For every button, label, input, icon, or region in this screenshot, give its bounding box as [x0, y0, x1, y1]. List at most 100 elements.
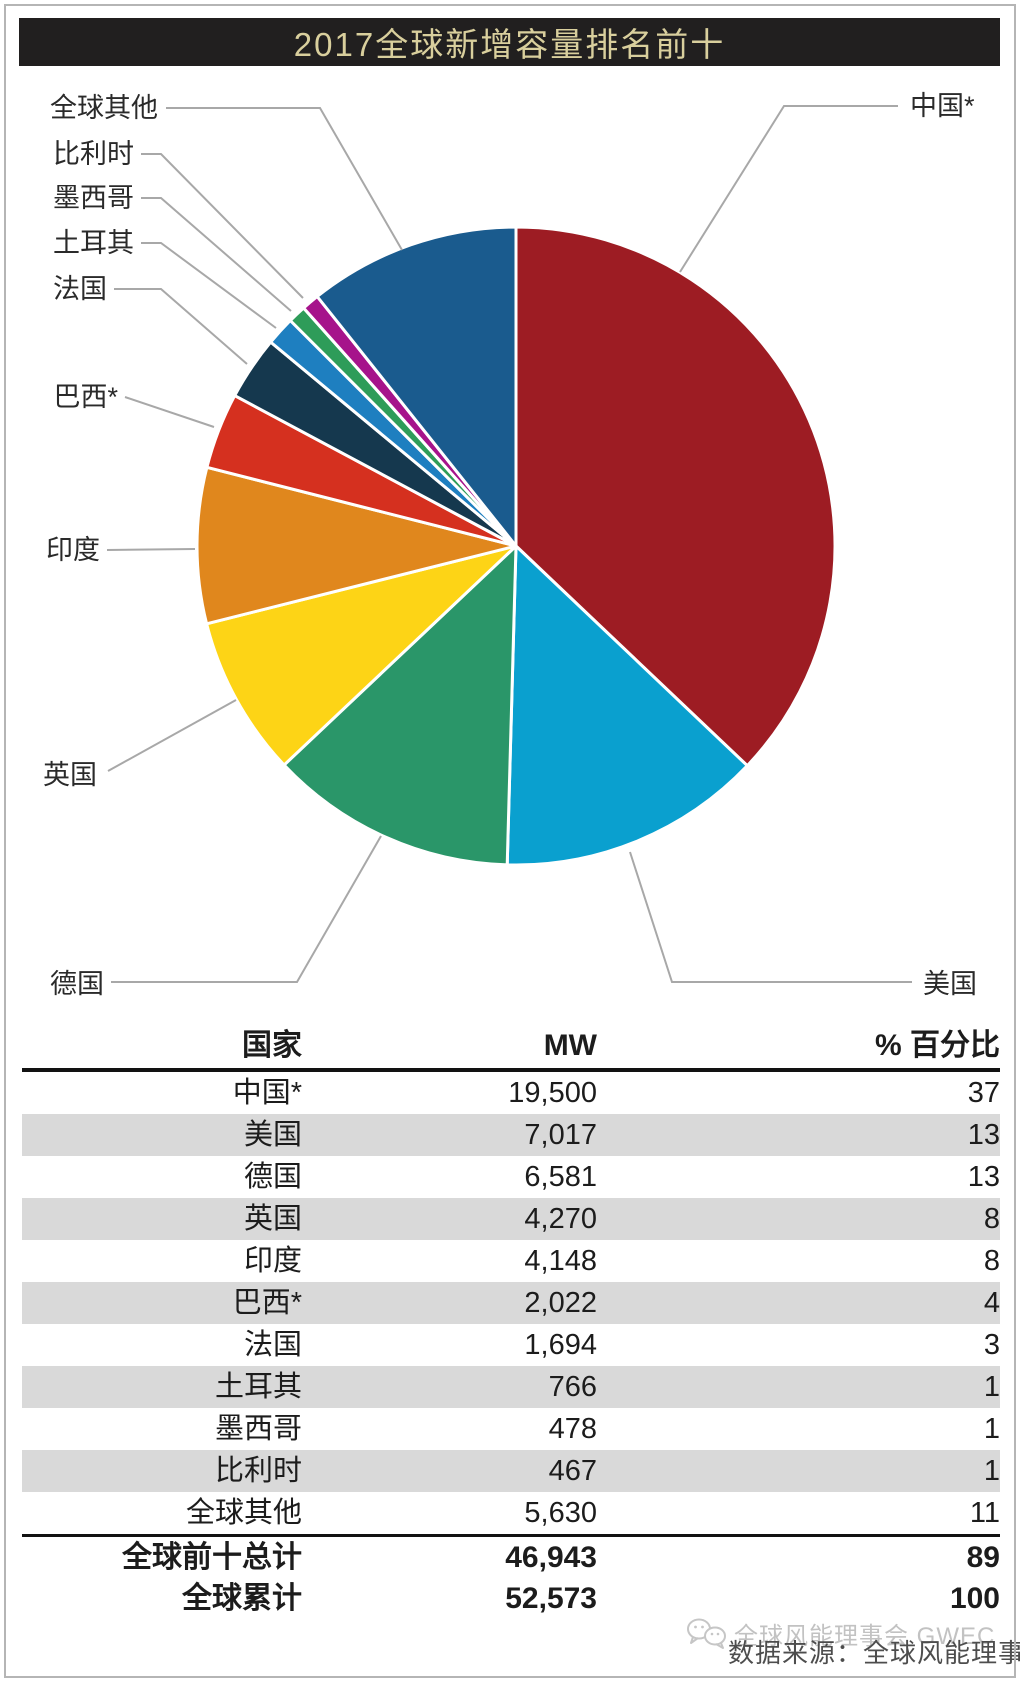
pie-leader-lines — [106, 105, 912, 983]
cell-country: 全球其他 — [185, 1497, 302, 1529]
cell-percent: 1 — [983, 1413, 1000, 1445]
leader-line-9 — [111, 835, 382, 983]
data-table: 国家 MW % 百分比 中国* 19,500 37 美国 7,017 13 德国 6,581 1… — [22, 1024, 1000, 1619]
pie-label: 中国* — [910, 91, 975, 121]
cell-mw: 5,630 — [524, 1497, 597, 1529]
cell-total-percent: 89 — [966, 1541, 1000, 1574]
pie-slice-4 — [205, 544, 518, 767]
pie-label: 土耳其 — [53, 228, 134, 258]
cell-country: 法国 — [243, 1329, 302, 1361]
pie-slices — [195, 225, 837, 867]
chart-title: 2017全球新增容量排名前十 — [293, 26, 726, 63]
watermark: 全球风能理事会 GWEC — [686, 1616, 995, 1651]
cell-country: 墨西哥 — [214, 1413, 302, 1445]
pie-slice-1 — [514, 225, 837, 768]
pie-label: 巴西* — [53, 382, 118, 412]
pie-label: 比利时 — [53, 139, 134, 169]
cell-country: 比利时 — [214, 1455, 302, 1487]
cell-mw: 467 — [548, 1455, 597, 1487]
leader-line-5 — [114, 288, 248, 365]
cell-total-label: 全球累计 — [182, 1582, 302, 1615]
table-header-mw: MW — [543, 1029, 597, 1062]
cell-percent: 37 — [967, 1077, 1000, 1109]
table-row: 德国 6,581 13 — [22, 1156, 1000, 1198]
table-row: 中国* 19,500 37 — [22, 1072, 1000, 1114]
table-row: 全球其他 5,630 11 — [22, 1492, 1000, 1534]
cell-mw: 4,270 — [524, 1203, 597, 1235]
wechat-logo-icon — [687, 1618, 726, 1649]
leader-line-1 — [166, 107, 403, 251]
cell-mw: 4,148 — [524, 1245, 597, 1277]
table-row: 印度 4,148 8 — [22, 1240, 1000, 1282]
table-header-rule — [22, 1068, 1000, 1072]
leader-line-6 — [124, 396, 215, 428]
leader-line-7 — [106, 548, 196, 551]
table-row: 巴西* 2,022 4 — [22, 1282, 1000, 1324]
cell-percent: 1 — [983, 1371, 1000, 1403]
cell-percent: 3 — [983, 1329, 1000, 1361]
pie-label: 法国 — [53, 274, 107, 304]
table-body: 中国* 19,500 37 美国 7,017 13 德国 6,581 13 英国 4,270 8 印度 4… — [22, 1072, 1000, 1534]
leader-line-4 — [141, 242, 277, 329]
cell-percent: 8 — [983, 1203, 1000, 1235]
leader-line-8 — [107, 699, 237, 772]
table-row: 全球累计 52,573 100 — [22, 1578, 1000, 1619]
cell-percent: 8 — [983, 1245, 1000, 1277]
cell-mw: 19,500 — [508, 1077, 597, 1109]
table-total-rule — [22, 1534, 1000, 1537]
data-source-text: 数据来源：全球风能理事会 — [728, 1638, 1020, 1668]
pie-label: 英国 — [43, 760, 97, 790]
cell-total-percent: 100 — [949, 1582, 1000, 1615]
pie-slice-3 — [282, 544, 518, 867]
leader-line-10 — [629, 851, 912, 983]
cell-percent: 11 — [969, 1497, 1000, 1529]
cell-country: 中国* — [232, 1077, 302, 1109]
leader-line-11 — [679, 105, 898, 273]
cell-percent: 1 — [983, 1455, 1000, 1487]
table-row: 法国 1,694 3 — [22, 1324, 1000, 1366]
leader-line-3 — [141, 197, 292, 312]
cell-mw: 7,017 — [524, 1119, 597, 1151]
cell-country: 英国 — [243, 1203, 302, 1235]
cell-country: 印度 — [243, 1245, 302, 1277]
pie-slice-2 — [505, 544, 749, 867]
leader-line-2 — [141, 153, 304, 299]
table-row: 墨西哥 478 1 — [22, 1408, 1000, 1450]
table-row: 英国 4,270 8 — [22, 1198, 1000, 1240]
cell-percent: 4 — [983, 1287, 1000, 1319]
table-row: 比利时 467 1 — [22, 1450, 1000, 1492]
cell-country: 巴西* — [232, 1287, 302, 1319]
pie-label: 美国 — [923, 969, 977, 999]
cell-total-label: 全球前十总计 — [122, 1541, 302, 1574]
cell-mw: 766 — [548, 1371, 597, 1403]
cell-mw: 1,694 — [524, 1329, 597, 1361]
cell-mw: 478 — [548, 1413, 597, 1445]
table-header-row: 国家 MW % 百分比 — [22, 1024, 1000, 1068]
cell-percent: 13 — [967, 1119, 1000, 1151]
table-header-country: 国家 — [242, 1029, 302, 1062]
cell-percent: 13 — [967, 1161, 1000, 1193]
watermark-text: 全球风能理事会 GWEC — [734, 1623, 996, 1650]
cell-country: 德国 — [243, 1161, 302, 1193]
cell-country: 土耳其 — [214, 1371, 302, 1403]
pie-label: 印度 — [46, 535, 100, 565]
table-row: 土耳其 766 1 — [22, 1366, 1000, 1408]
cell-total-mw: 46,943 — [505, 1541, 597, 1574]
table-row: 全球前十总计 46,943 89 — [22, 1537, 1000, 1578]
cell-mw: 2,022 — [524, 1287, 597, 1319]
pie-slice-11 — [315, 225, 518, 548]
pie-label: 墨西哥 — [53, 183, 134, 213]
cell-total-mw: 52,573 — [505, 1582, 597, 1615]
pie-label: 全球其他 — [50, 93, 158, 123]
title-bar: 2017全球新增容量排名前十 — [19, 18, 1000, 66]
cell-mw: 6,581 — [524, 1161, 597, 1193]
table-totals: 全球前十总计 46,943 89 全球累计 52,573 100 — [22, 1537, 1000, 1619]
cell-country: 美国 — [243, 1119, 302, 1151]
pie-label: 德国 — [50, 969, 104, 999]
table-header-percent: % 百分比 — [874, 1029, 1000, 1062]
table-row: 美国 7,017 13 — [22, 1114, 1000, 1156]
pie-slice-5 — [195, 465, 518, 626]
